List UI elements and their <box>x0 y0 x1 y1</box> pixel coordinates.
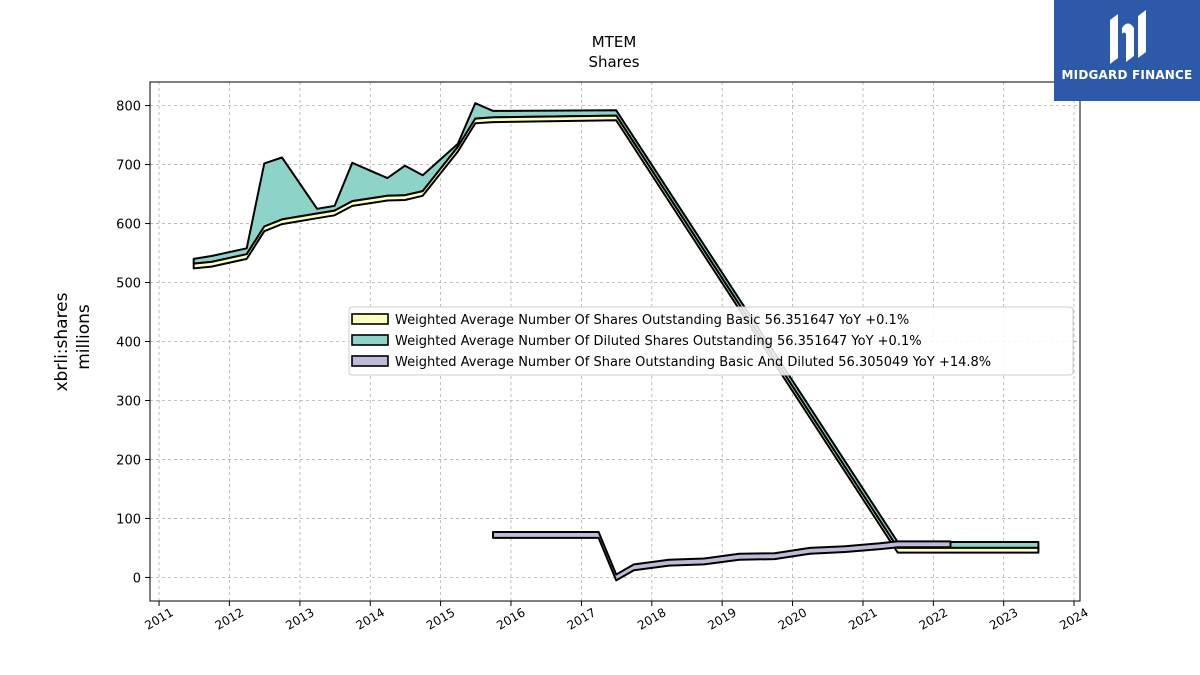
y-tick-label: 300 <box>116 394 141 409</box>
y-axis-label: xbrli:shares <box>52 292 72 391</box>
x-tick-label: 2024 <box>1057 605 1090 632</box>
x-tick-label: 2012 <box>213 605 246 632</box>
y-axis-ticks: 0 100 200 300 400 500 600 700 800 <box>116 100 150 586</box>
x-tick-label: 2020 <box>776 605 809 632</box>
y-tick-label: 0 <box>133 571 141 586</box>
x-tick-label: 2022 <box>917 605 950 632</box>
legend-entry-label: Weighted Average Number Of Shares Outsta… <box>395 313 909 328</box>
y-tick-label: 600 <box>116 218 141 233</box>
chart-title: MTEM <box>592 33 637 51</box>
x-tick-label: 2011 <box>142 605 175 632</box>
series-basic-band <box>192 114 1040 554</box>
y-tick-label: 500 <box>116 277 141 292</box>
y-tick-label: 700 <box>116 159 141 174</box>
legend-swatch <box>351 334 389 346</box>
y-tick-label: 100 <box>116 512 141 527</box>
legend-box <box>348 306 1074 376</box>
x-tick-label: 2017 <box>565 605 598 632</box>
x-tick-label: 2023 <box>987 605 1020 632</box>
x-tick-label: 2016 <box>494 605 527 632</box>
x-tick-label: 2014 <box>354 605 387 632</box>
logo-text: MIDGARD FINANCE <box>1061 68 1193 82</box>
brand-logo: MIDGARD FINANCE <box>1054 0 1200 101</box>
legend-entry-label: Weighted Average Number Of Diluted Share… <box>395 334 922 349</box>
legend-swatch <box>351 313 389 325</box>
series-layer <box>192 102 1040 582</box>
y-tick-label: 200 <box>116 453 141 468</box>
x-tick-label: 2013 <box>283 605 316 632</box>
x-tick-label: 2018 <box>635 605 668 632</box>
y-tick-label: 400 <box>116 336 141 351</box>
series-basic-and-diluted-band <box>492 531 952 582</box>
legend-swatch <box>351 355 389 367</box>
x-tick-label: 2019 <box>705 605 738 632</box>
x-tick-label: 2015 <box>424 605 457 632</box>
logo-mark-icon <box>1110 10 1146 64</box>
legend: Weighted Average Number Of Shares Outsta… <box>348 306 1074 376</box>
legend-entry-label: Weighted Average Number Of Share Outstan… <box>395 355 991 370</box>
chart-subtitle: Shares <box>588 53 639 71</box>
y-axis-unit-label: millions <box>74 304 94 370</box>
x-tick-label: 2021 <box>846 605 879 632</box>
y-tick-label: 800 <box>116 100 141 115</box>
x-axis-ticks: 2011 2012 2013 2014 2015 2016 2017 2018 2019 2020… <box>142 601 1091 633</box>
